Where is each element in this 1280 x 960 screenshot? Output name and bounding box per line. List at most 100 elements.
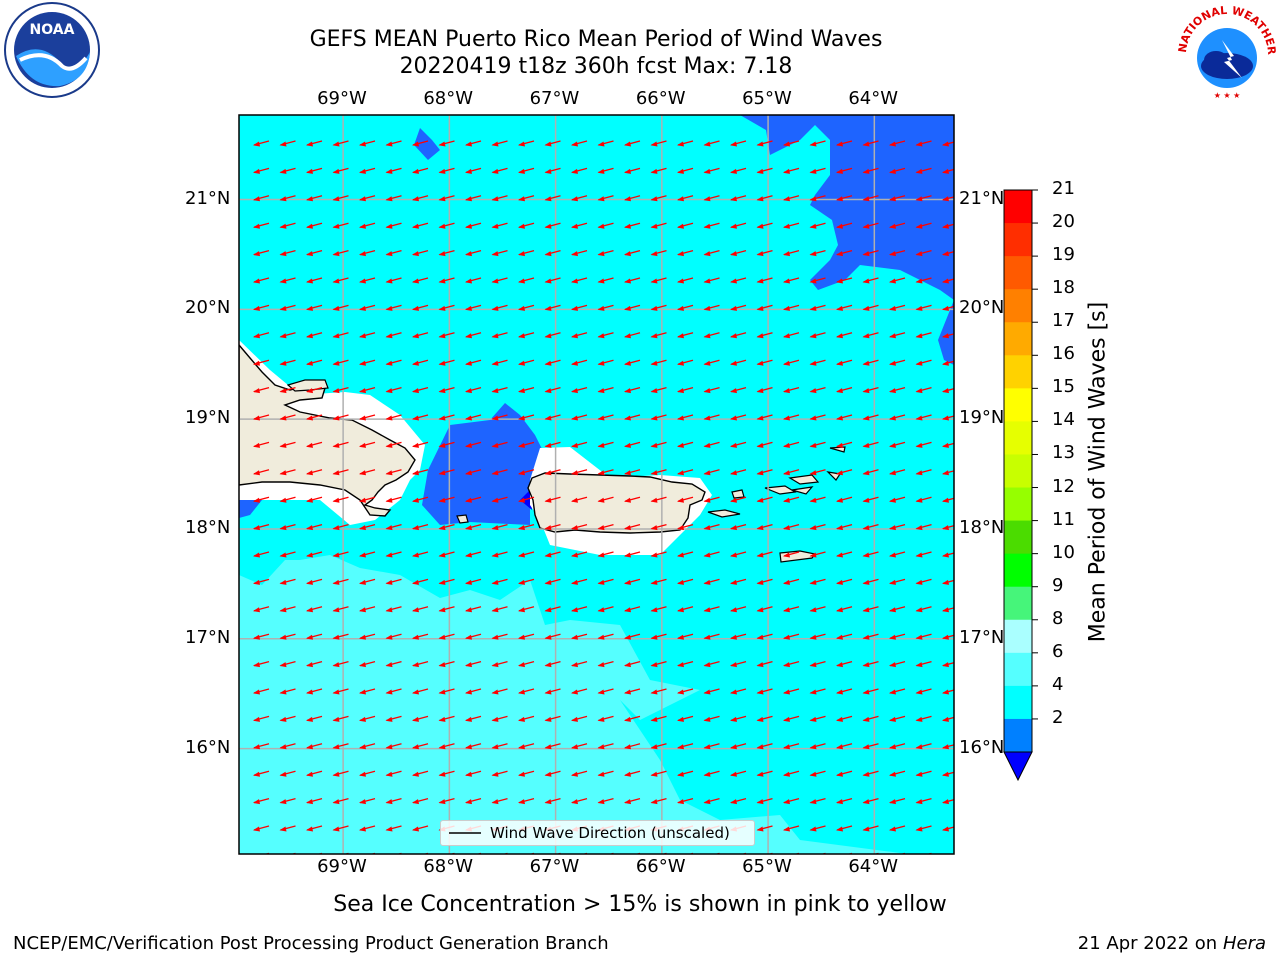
wind-wave-arrow [412, 140, 429, 147]
wind-wave-arrow [809, 277, 826, 284]
wind-wave-arrow [438, 222, 455, 229]
wind-wave-arrow [730, 496, 747, 503]
wind-wave-arrow [279, 249, 296, 257]
wind-wave-arrow [571, 606, 588, 613]
longitude-label-bottom: 66°W [635, 856, 686, 877]
wind-wave-arrow [253, 523, 270, 531]
wind-wave-arrow [518, 222, 535, 229]
wind-wave-arrow [385, 414, 402, 421]
colorbar-segment [1004, 256, 1032, 290]
wind-wave-arrow [703, 195, 720, 202]
wind-wave-arrow [756, 195, 773, 202]
wind-wave-arrow [836, 140, 853, 147]
wind-wave-arrow [253, 140, 270, 147]
wind-wave-arrow [438, 770, 455, 777]
wind-wave-arrow [783, 469, 800, 476]
wind-wave-arrow [915, 496, 932, 503]
wind-wave-arrow [624, 523, 641, 531]
wind-wave-arrow [597, 633, 614, 640]
wind-wave-arrow [465, 496, 482, 503]
wind-wave-arrow [412, 277, 429, 284]
wind-wave-arrow [756, 633, 773, 640]
wind-wave-arrow [862, 222, 879, 229]
wind-wave-arrow [703, 386, 720, 394]
wind-wave-arrow [359, 825, 376, 832]
wind-wave-arrow [571, 523, 588, 531]
wind-wave-arrow [783, 441, 800, 448]
wind-wave-arrow [836, 359, 853, 366]
wind-wave-arrow [836, 304, 853, 311]
wind-wave-arrow [359, 195, 376, 202]
wind-wave-arrow [624, 222, 641, 229]
wind-wave-arrow [756, 277, 773, 284]
wind-wave-arrow [915, 167, 932, 174]
wind-wave-arrow [491, 578, 508, 585]
wind-wave-arrow [438, 606, 455, 613]
wind-wave-arrow [385, 441, 402, 448]
wind-wave-arrow [279, 277, 296, 284]
wind-wave-arrow [677, 770, 694, 777]
wind-wave-arrow [889, 825, 906, 832]
wind-wave-arrow [862, 277, 879, 284]
wind-wave-arrow [597, 797, 614, 805]
wind-wave-arrow [889, 386, 906, 394]
wind-wave-arrow [624, 578, 641, 585]
wind-wave-arrow [809, 222, 826, 229]
wind-wave-arrow [862, 441, 879, 448]
wind-wave-arrow [438, 578, 455, 585]
colorbar-segment [1004, 190, 1032, 224]
wind-wave-arrow [730, 386, 747, 394]
legend-label: Wind Wave Direction (unscaled) [490, 824, 730, 842]
map-frame [238, 114, 955, 855]
wind-wave-arrow [624, 386, 641, 394]
wind-wave-arrow [518, 606, 535, 613]
wind-wave-arrow [783, 523, 800, 531]
wind-wave-arrow [518, 195, 535, 202]
wind-wave-arrow [677, 551, 694, 558]
wind-wave-arrow [650, 222, 667, 229]
wind-wave-arrow [306, 770, 323, 777]
wind-wave-arrow [730, 770, 747, 777]
wind-wave-arrow [332, 715, 349, 722]
wind-wave-arrow [836, 523, 853, 531]
wind-wave-arrow [730, 414, 747, 421]
wind-wave-arrow [412, 606, 429, 613]
latitude-label-right: 17°N [959, 626, 1005, 648]
wind-wave-arrow [332, 496, 349, 503]
wind-wave-arrow [544, 469, 561, 476]
wind-wave-arrow [253, 660, 270, 668]
vieques-island [707, 509, 741, 518]
wind-wave-arrow [809, 304, 826, 311]
wind-wave-arrow [783, 770, 800, 777]
wind-wave-arrow [491, 797, 508, 805]
wind-wave-arrow [862, 715, 879, 722]
wind-wave-arrow [650, 277, 667, 284]
wind-wave-arrow [491, 523, 508, 531]
wind-wave-arrow [518, 715, 535, 722]
wind-wave-arrow [809, 441, 826, 448]
wind-wave-arrow [809, 825, 826, 832]
wind-wave-arrow [809, 660, 826, 668]
wind-wave-arrow [412, 304, 429, 311]
wind-wave-arrow [650, 195, 667, 202]
wind-wave-arrow [279, 167, 296, 174]
wind-wave-arrow [650, 386, 667, 394]
colorbar-segment [1004, 388, 1032, 422]
wind-wave-arrow [491, 715, 508, 722]
colorbar-tick-label: 19 [1052, 244, 1075, 266]
longitude-label-top: 65°W [742, 88, 792, 109]
wind-wave-arrow [306, 688, 323, 695]
wind-wave-arrow [518, 277, 535, 284]
wind-wave-arrow [385, 359, 402, 366]
wind-wave-arrow [332, 797, 349, 805]
wind-wave-arrow [332, 167, 349, 174]
wind-wave-arrow [783, 660, 800, 668]
wind-wave-arrow [359, 304, 376, 311]
wind-wave-arrow [253, 195, 270, 202]
wind-wave-arrow [438, 167, 455, 174]
wind-wave-arrow [836, 277, 853, 284]
wind-wave-arrow [836, 222, 853, 229]
wind-wave-arrow [544, 222, 561, 229]
wind-wave-arrow [306, 825, 323, 832]
